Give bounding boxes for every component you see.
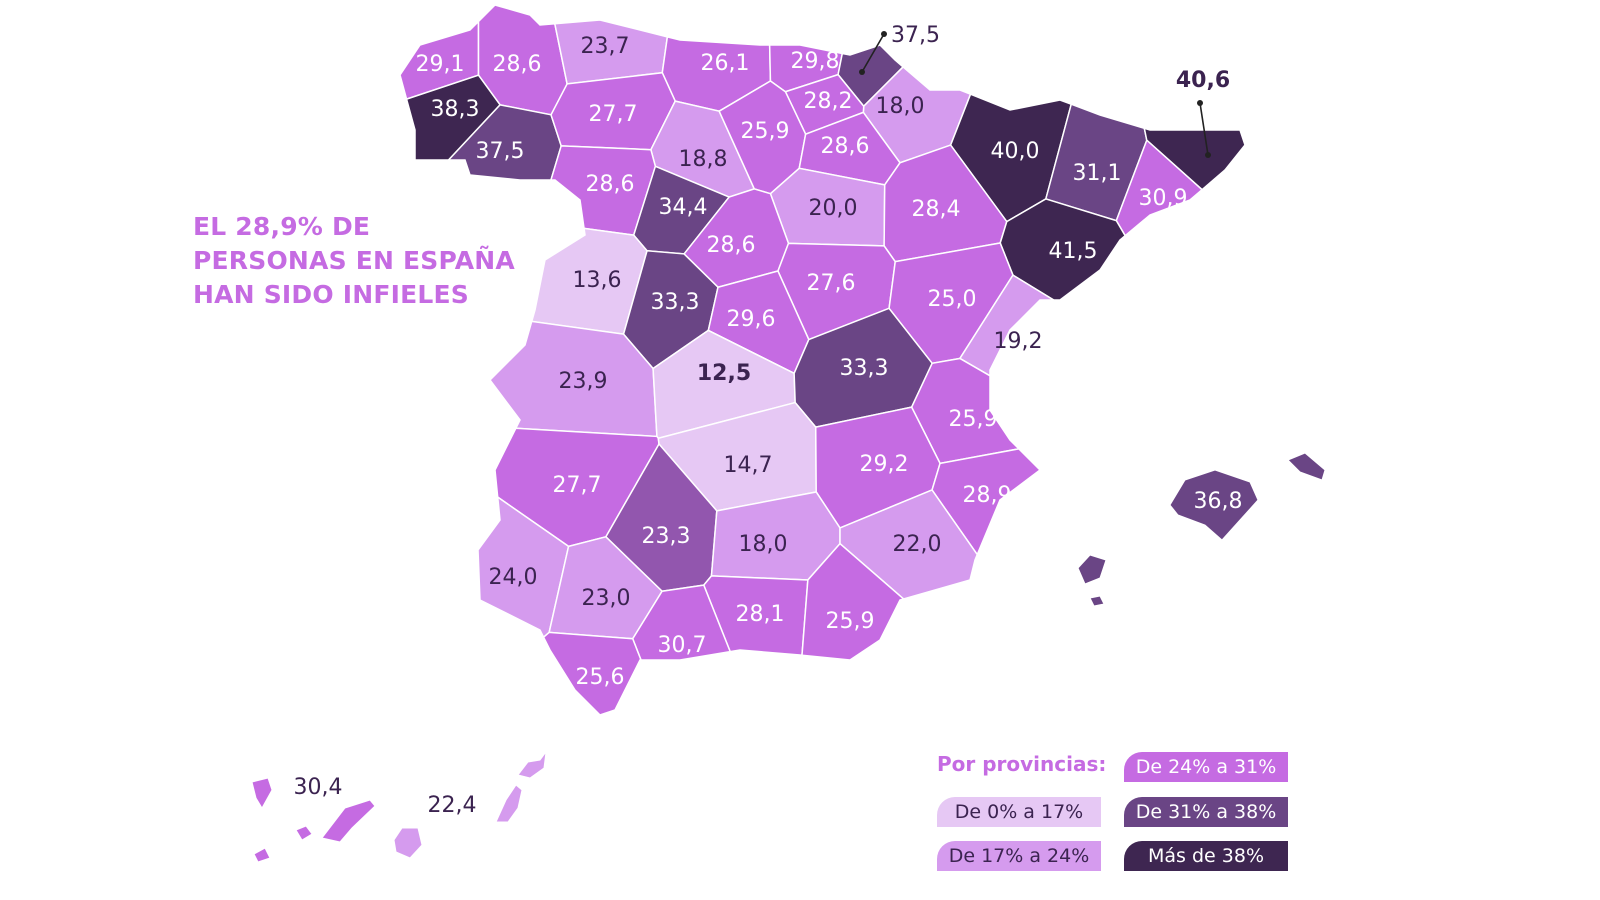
leader-dot xyxy=(1197,100,1203,106)
value-label-jaen: 18,0 xyxy=(739,532,788,557)
value-label-albacete: 29,2 xyxy=(860,452,909,477)
province-baleares-island xyxy=(1169,469,1259,541)
value-label-guipuzcoa: 37,5 xyxy=(891,23,940,48)
value-label-baleares: 36,8 xyxy=(1194,489,1243,514)
leader-dot xyxy=(859,69,865,75)
value-label-burgos: 25,9 xyxy=(741,119,790,144)
legend-chip-38-plus: Más de 38% xyxy=(1124,841,1288,871)
value-label-cantabria: 26,1 xyxy=(701,51,750,76)
value-label-huesca: 40,0 xyxy=(991,139,1040,164)
legend-title: Por provincias: xyxy=(937,752,1107,776)
value-label-sevilla: 23,0 xyxy=(582,586,631,611)
province-castellon xyxy=(958,274,1057,378)
value-label-toledo: 12,5 xyxy=(697,361,751,386)
value-label-alava: 28,2 xyxy=(804,89,853,114)
value-label-zaragoza: 28,4 xyxy=(912,197,961,222)
value-label-leon: 27,7 xyxy=(589,102,638,127)
headline-line-2: PERSONAS EN ESPAÑA xyxy=(193,246,515,275)
value-label-teruel: 25,0 xyxy=(928,287,977,312)
headline: EL 28,9% DE PERSONAS EN ESPAÑA HAN SIDO … xyxy=(193,210,515,312)
value-label-laspalmas: 22,4 xyxy=(428,793,477,818)
province-cadiz xyxy=(542,631,643,716)
value-label-almeria: 25,9 xyxy=(826,609,875,634)
value-label-cordoba: 23,3 xyxy=(642,524,691,549)
value-label-lugo: 28,6 xyxy=(493,52,542,77)
value-label-murcia: 22,0 xyxy=(893,532,942,557)
province-laspalmas-island xyxy=(393,827,423,859)
value-label-lleida: 31,1 xyxy=(1073,161,1122,186)
legend-chip-17-24: De 17% a 24% xyxy=(937,841,1101,871)
value-label-salamanca: 13,6 xyxy=(573,268,622,293)
leader-line xyxy=(1199,102,1209,156)
value-label-segovia: 28,6 xyxy=(707,233,756,258)
legend-chip-0-17: De 0% a 17% xyxy=(937,797,1101,827)
value-label-rioja: 28,6 xyxy=(821,134,870,159)
province-baleares-island xyxy=(1089,595,1105,607)
value-label-asturias: 23,7 xyxy=(581,34,630,59)
province-baleares-island xyxy=(1077,554,1107,585)
value-label-cuenca: 33,3 xyxy=(840,356,889,381)
province-tenerife-island xyxy=(321,799,376,843)
value-label-madrid: 29,6 xyxy=(727,307,776,332)
value-label-alicante: 28,9 xyxy=(963,483,1012,508)
value-label-pontevedra: 38,3 xyxy=(431,97,480,122)
leader-line xyxy=(861,33,885,73)
province-tenerife-island xyxy=(251,777,273,809)
leader-dot xyxy=(881,31,887,37)
value-label-navarra: 18,0 xyxy=(876,94,925,119)
province-baleares-island xyxy=(1287,452,1326,481)
value-label-guadalajara: 27,6 xyxy=(807,271,856,296)
value-label-soria: 20,0 xyxy=(809,196,858,221)
value-label-castellon: 19,2 xyxy=(994,329,1043,354)
value-label-avila: 33,3 xyxy=(651,290,700,315)
province-laspalmas-island xyxy=(495,784,523,823)
value-label-ciudadreal: 14,7 xyxy=(724,453,773,478)
value-label-cadiz: 25,6 xyxy=(576,665,625,690)
value-label-valladolid: 34,4 xyxy=(659,195,708,220)
value-label-caceres: 23,9 xyxy=(559,369,608,394)
value-label-barcelona: 30,9 xyxy=(1139,186,1188,211)
value-label-tarragona: 41,5 xyxy=(1049,239,1098,264)
province-tenerife-island xyxy=(295,825,313,841)
value-label-zamora: 28,6 xyxy=(586,172,635,197)
province-laspalmas-island xyxy=(517,750,547,779)
value-label-malaga: 30,7 xyxy=(658,633,707,658)
value-label-palencia: 18,8 xyxy=(679,147,728,172)
value-label-vizcaya: 29,8 xyxy=(791,49,840,74)
value-label-coruna: 29,1 xyxy=(416,52,465,77)
province-almeria xyxy=(801,542,906,661)
legend-chip-24-31: De 24% a 31% xyxy=(1124,752,1288,782)
value-label-valencia: 25,9 xyxy=(949,407,998,432)
value-label-huelva: 24,0 xyxy=(489,565,538,590)
headline-line-1: EL 28,9% DE xyxy=(193,212,371,241)
value-label-tenerife: 30,4 xyxy=(294,775,343,800)
leader-dot xyxy=(1205,152,1211,158)
value-label-ourense: 37,5 xyxy=(476,139,525,164)
value-label-granada: 28,1 xyxy=(736,602,785,627)
province-tenerife-island xyxy=(253,847,271,863)
headline-line-3: HAN SIDO INFIELES xyxy=(193,280,470,309)
value-label-girona: 40,6 xyxy=(1176,68,1230,93)
legend-chip-31-38: De 31% a 38% xyxy=(1124,797,1288,827)
value-label-badajoz: 27,7 xyxy=(553,473,602,498)
